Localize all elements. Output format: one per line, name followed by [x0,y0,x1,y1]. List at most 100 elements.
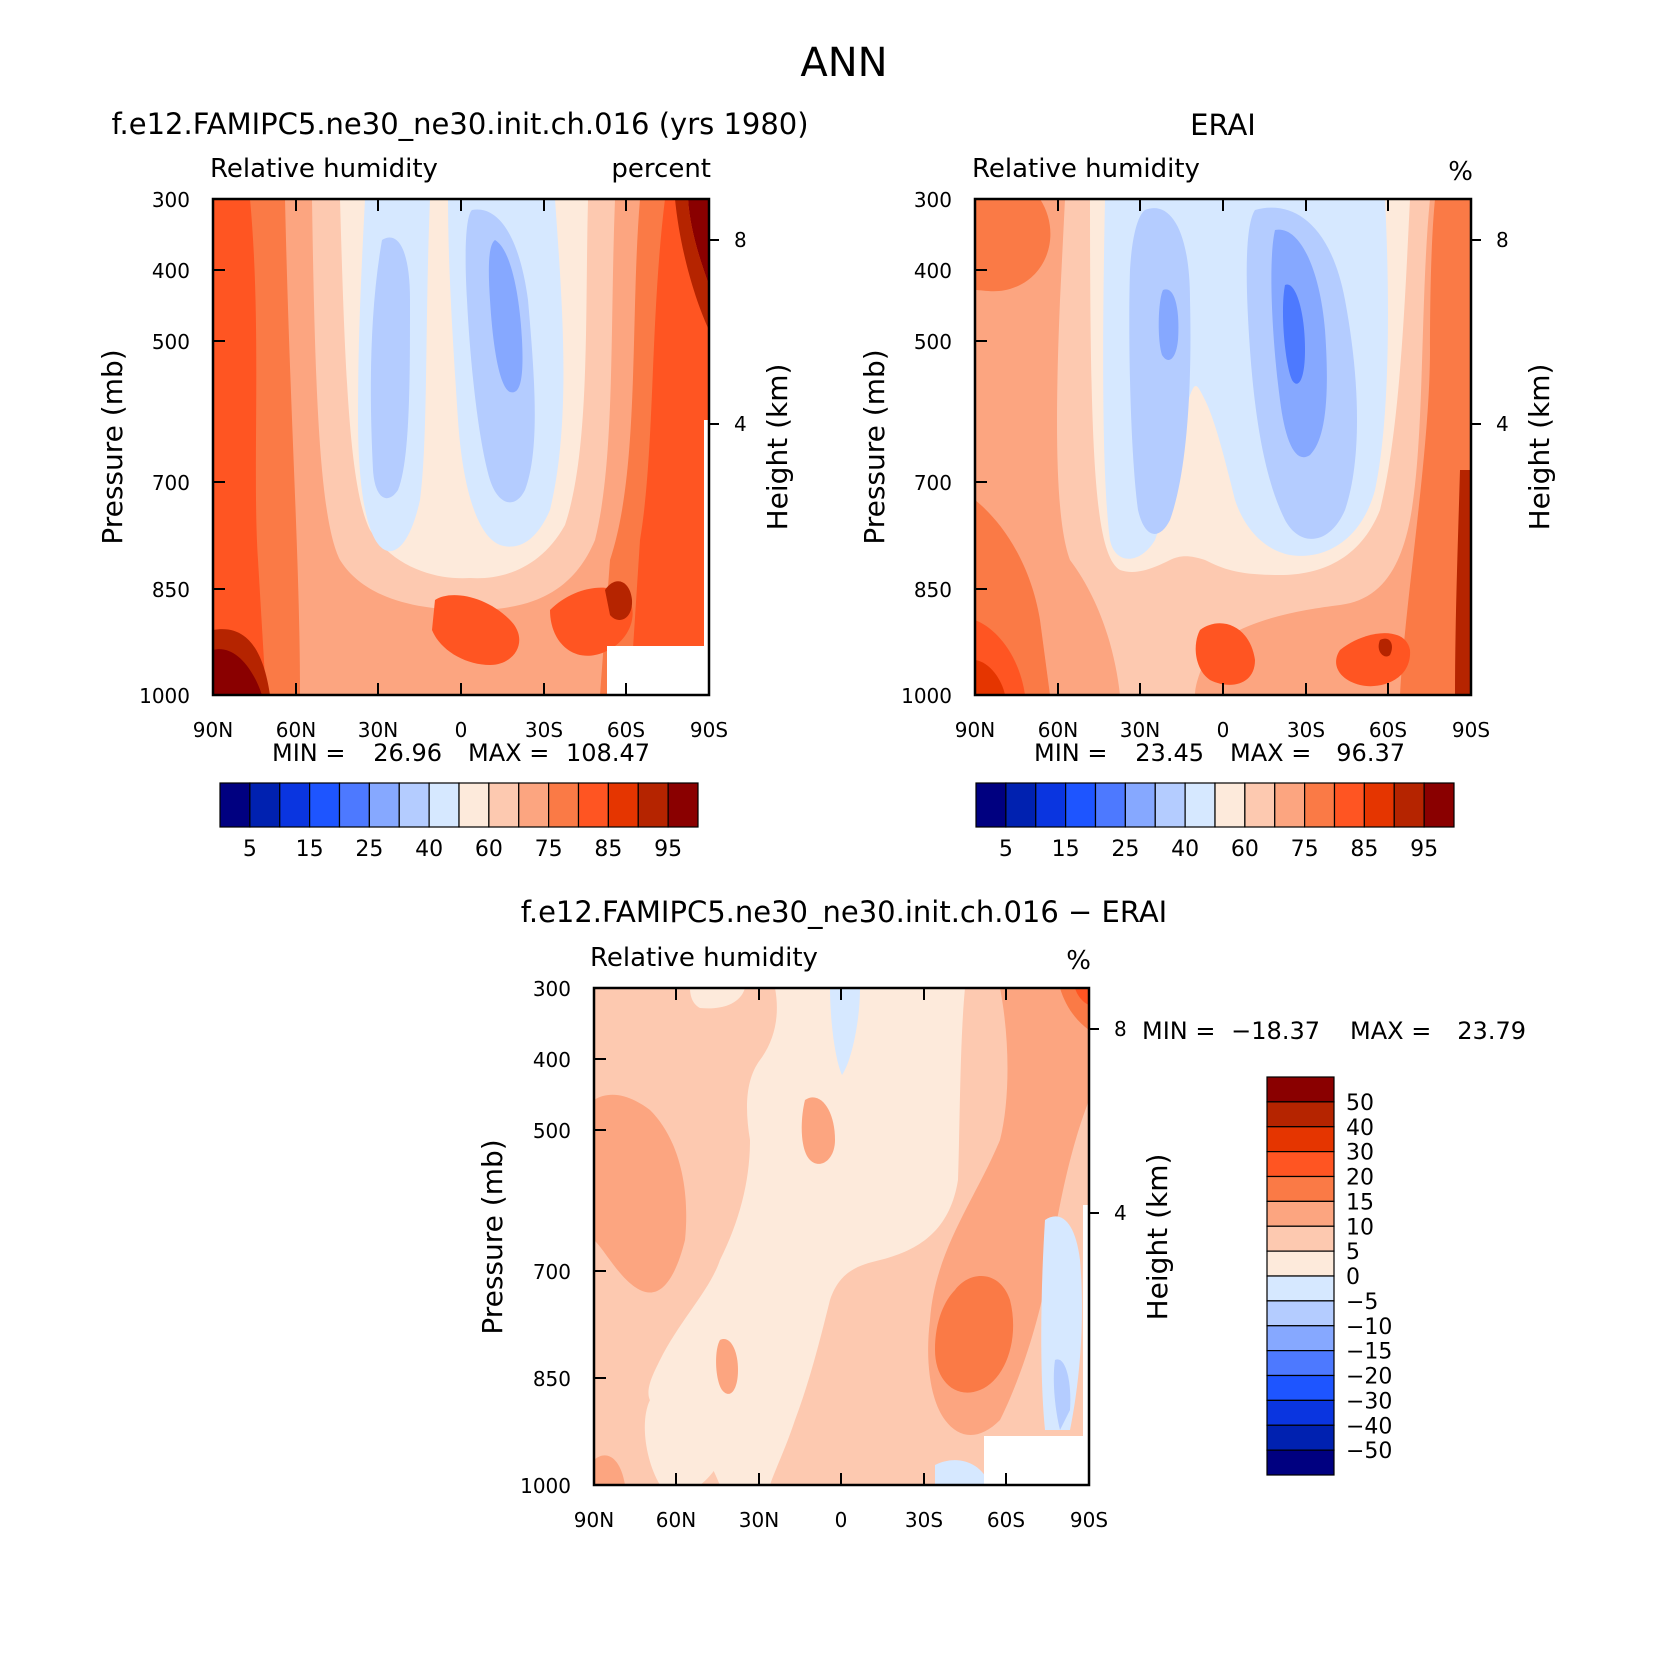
colorbar-label: 60 [1231,837,1259,862]
x-tick-label: 90N [193,718,233,742]
colorbar-label: 95 [1410,837,1438,862]
y-tick-label: 300 [533,977,571,1001]
contour-band-neg5-south [1053,1359,1071,1430]
contour-band-85-south [630,199,709,695]
contour-band-10-mid [801,1097,835,1164]
y-tick-label: 400 [533,1048,571,1072]
colorbar-swatch [249,782,281,828]
colorbar-label: 75 [535,837,563,862]
contour-band-25-south [488,240,523,393]
colorbar-label: 5 [1346,1240,1360,1265]
x-tick-label: 0 [1217,718,1230,742]
contour-band-0to5-top [690,988,745,1009]
colorbar-label: 30 [1346,1141,1374,1166]
contour-band-95-ne [688,199,709,285]
panel-model-y-axis: 300 400 500 700 850 1000 8 4 Pressure (m… [96,188,794,708]
y-tick-label: 500 [914,330,952,354]
y-tick-label: 400 [914,259,952,283]
colorbar-label: 75 [1291,837,1319,862]
contour-band-80-ne [975,199,1051,292]
contour-band-90-ne [675,199,709,330]
colorbar-swatch [1214,782,1246,828]
colorbar-swatch [1266,1350,1335,1377]
colorbar-label: 40 [1171,837,1199,862]
colorbar-label: 5 [243,837,257,862]
x-tick-label: 30S [525,718,563,742]
y2-axis-label: Height (km) [1141,1154,1174,1321]
contour-band-10-sw [594,1455,625,1485]
contour-band-90-low [605,581,633,620]
colorbar-swatch [1266,1101,1335,1128]
colorbar-swatch [1423,782,1455,828]
y-tick-label: 700 [914,471,952,495]
panel-diff-y-axis: 300 400 500 700 850 1000 8 4 Pressure (m… [476,977,1174,1498]
colorbar-label: 40 [415,837,443,862]
colorbar-label: 95 [654,837,682,862]
x-tick-label: 30N [1120,718,1160,742]
colorbar-swatch [1266,1449,1335,1476]
y2-tick-label: 4 [734,412,747,436]
colorbar-swatch [338,782,370,828]
contour-band-30-north [370,237,410,499]
panel-diff-variable: Relative humidity [590,943,818,973]
colorbar-swatch [398,782,430,828]
panel-diff-x-axis: 90N 60N 30N 0 30S 60S 90S [574,988,1108,1532]
colorbar-swatch [1124,782,1156,828]
y-axis-label: Pressure (mb) [858,349,891,544]
panel-model-contour-field [213,199,709,695]
page-title: ANN [800,40,887,86]
contour-band-85 [213,199,266,695]
panel-erai-units: % [1448,157,1473,187]
colorbar-swatch [1184,782,1216,828]
contour-band-90-s [1455,470,1471,695]
panel-diff-missing-edge [1083,1205,1089,1436]
colorbar-swatch [1266,1250,1335,1277]
colorbar-label: −40 [1346,1414,1392,1439]
panel-erai-x-axis: 90N 60N 30N 0 30S 60S 90S [955,199,1490,742]
y-tick-label: 700 [533,1260,571,1284]
colorbar-swatch [548,782,580,828]
colorbar-swatch [1005,782,1037,828]
colorbar-swatch [1333,782,1365,828]
stat-min-label: MIN = [1034,739,1107,767]
y-tick-label: 850 [533,1367,571,1391]
colorbar-swatch [1065,782,1097,828]
panel-erai-colorbar: 5 15 25 40 60 75 85 95 [975,782,1455,862]
colorbar-label: 15 [1052,837,1080,862]
colorbar-swatch [1266,1225,1335,1252]
stat-min-label: MIN = [272,739,345,767]
colorbar-swatch [1266,1300,1335,1327]
colorbar-swatch [428,782,460,828]
y-tick-label: 500 [533,1119,571,1143]
stat-max-label: MAX = [1230,739,1311,767]
colorbar-label: 50 [1346,1091,1374,1116]
panel-model-title: f.e12.FAMIPC5.ne30_ne30.init.ch.016 (yrs… [111,107,808,141]
colorbar-swatch [1266,1175,1335,1202]
panel-diff-units: % [1066,946,1091,976]
contour-band-90-nw [975,660,1005,695]
colorbar-label: −20 [1346,1365,1392,1390]
colorbar-label: 15 [1346,1190,1374,1215]
colorbar-swatch [637,782,669,828]
stat-max-label: MAX = [1350,1017,1431,1045]
colorbar-swatch [1266,1275,1335,1302]
x-tick-label: 90S [690,718,728,742]
colorbar-swatch [607,782,639,828]
stat-min-value: 26.96 [373,739,442,767]
y2-tick-label: 4 [1496,412,1509,436]
panel-erai-contour-field [975,199,1471,695]
x-tick-label: 60N [1038,718,1078,742]
x-tick-label: 0 [455,718,468,742]
contour-band-neg-south [1041,1216,1082,1430]
colorbar-label: 10 [1346,1215,1374,1240]
colorbar-swatch [1266,1076,1335,1103]
colorbar-swatch [458,782,490,828]
panel-diff-missing [984,1436,1089,1485]
colorbar-swatch [1266,1424,1335,1451]
colorbar-label: 85 [1350,837,1378,862]
stat-max-value: 23.79 [1457,1017,1526,1045]
y-tick-label: 300 [914,188,952,212]
panel-erai: ERAI Relative humidity % [858,108,1556,862]
